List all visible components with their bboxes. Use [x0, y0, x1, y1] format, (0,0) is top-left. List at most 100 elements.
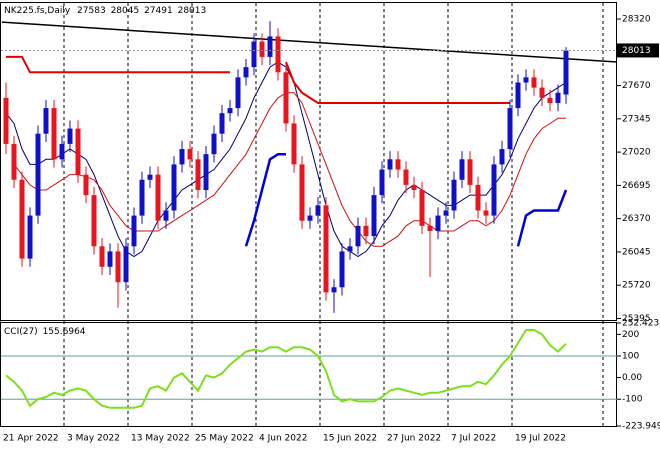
- candle-body: [555, 92, 561, 103]
- candle-body: [67, 128, 73, 144]
- cci-line: [5, 329, 567, 409]
- low-value: 27491: [144, 6, 173, 16]
- candle-body: [91, 195, 97, 247]
- y-tick-label: 0.00: [622, 373, 642, 383]
- candle-body: [19, 179, 25, 259]
- candle-body: [195, 159, 201, 191]
- candle-body: [563, 50, 569, 95]
- candle-body: [451, 179, 457, 211]
- y-tick-label: -100: [622, 395, 643, 405]
- y-tick-label: 200: [622, 330, 639, 340]
- candle-body: [35, 133, 41, 216]
- candle-body: [155, 174, 161, 221]
- close-value: 28013: [178, 6, 207, 16]
- candle-body: [187, 149, 193, 160]
- x-tick-label: 21 Apr 2022: [3, 434, 59, 444]
- candle-body: [339, 251, 345, 288]
- high-value: 28045: [111, 6, 140, 16]
- candle-body: [403, 169, 409, 185]
- candle-body: [523, 77, 529, 83]
- candle-body: [291, 123, 297, 165]
- candle-body: [531, 77, 537, 88]
- candle-body: [235, 77, 241, 109]
- y-tick-label: 27345: [622, 114, 651, 124]
- candle-body: [347, 246, 353, 252]
- indicator-line: [13, 92, 566, 247]
- candle-body: [147, 174, 153, 180]
- cci-value: 155.6964: [43, 327, 86, 337]
- candle-body: [251, 41, 257, 68]
- candle-body: [99, 246, 105, 267]
- candle-body: [51, 108, 57, 160]
- candle-body: [203, 154, 209, 191]
- candle-body: [411, 184, 417, 191]
- candle-body: [499, 149, 505, 165]
- candle-body: [171, 164, 177, 211]
- candle-body: [211, 133, 217, 155]
- cci-panel: [0, 322, 617, 427]
- y-tick-label: 26370: [622, 214, 651, 224]
- candle-body: [59, 143, 65, 160]
- candle-body: [387, 159, 393, 170]
- candle-body: [547, 97, 553, 103]
- x-tick-label: 25 May 2022: [195, 434, 254, 444]
- x-tick-label: 19 Jul 2022: [515, 434, 566, 444]
- x-tick-label: 3 May 2022: [67, 434, 120, 444]
- x-tick-label: 15 Jun 2022: [323, 434, 377, 444]
- indicator-line: [244, 152, 568, 247]
- candle-body: [507, 108, 513, 150]
- candle-body: [3, 97, 9, 144]
- candle-body: [107, 251, 113, 267]
- candle-body: [419, 190, 425, 226]
- candle-body: [315, 205, 321, 216]
- candle-body: [323, 205, 329, 293]
- open-value: 27583: [77, 6, 106, 16]
- candle-body: [275, 36, 281, 73]
- indicator-line: [6, 55, 510, 104]
- y-tick-label: -223.949: [622, 422, 660, 432]
- candle-body: [163, 210, 169, 221]
- candle-body: [83, 174, 89, 196]
- y-tick-label: 25395: [622, 314, 651, 324]
- candle-body: [123, 246, 129, 283]
- candle-body: [539, 87, 545, 98]
- candle-body: [139, 179, 145, 216]
- candle-body: [395, 159, 401, 170]
- y-tick-label: 252.4231: [622, 319, 660, 329]
- candle-body: [267, 36, 273, 57]
- last-price-label: 28013: [622, 46, 651, 56]
- x-tick-label: 13 May 2022: [131, 434, 190, 444]
- price-panel: [0, 2, 617, 321]
- y-tick-label: 28320: [622, 15, 651, 25]
- cci-header: CCI(27) 155.6964: [4, 327, 86, 337]
- candle-body: [483, 210, 489, 216]
- plot-layer: 2832027995276702734527020266952637026045…: [0, 3, 660, 444]
- candle-body: [427, 225, 433, 231]
- candle-body: [435, 215, 441, 231]
- candle-body: [299, 164, 305, 221]
- candle-body: [27, 215, 33, 259]
- price-header: NK225.fs,Daily 27583 28045 27491 28013: [4, 6, 206, 16]
- y-tick-label: 27670: [622, 81, 651, 91]
- candle-body: [491, 164, 497, 216]
- candle-body: [227, 108, 233, 114]
- candle-body: [259, 41, 265, 57]
- candle-body: [43, 108, 49, 134]
- candle-body: [283, 72, 289, 124]
- y-tick-label: 26695: [622, 181, 651, 191]
- candle-body: [307, 215, 313, 221]
- candle-body: [131, 215, 137, 247]
- candle-body: [11, 143, 17, 180]
- y-tick-label: 26045: [622, 247, 651, 257]
- candle-body: [363, 225, 369, 237]
- cci-name: CCI(27): [4, 327, 38, 337]
- x-tick-label: 27 Jun 2022: [387, 434, 441, 444]
- candle-body: [355, 225, 361, 247]
- x-tick-label: 4 Jun 2022: [259, 434, 307, 444]
- candle-body: [243, 67, 249, 78]
- candle-body: [467, 159, 473, 185]
- candle-body: [179, 149, 185, 165]
- candle-body: [331, 287, 337, 293]
- candle-body: [459, 159, 465, 180]
